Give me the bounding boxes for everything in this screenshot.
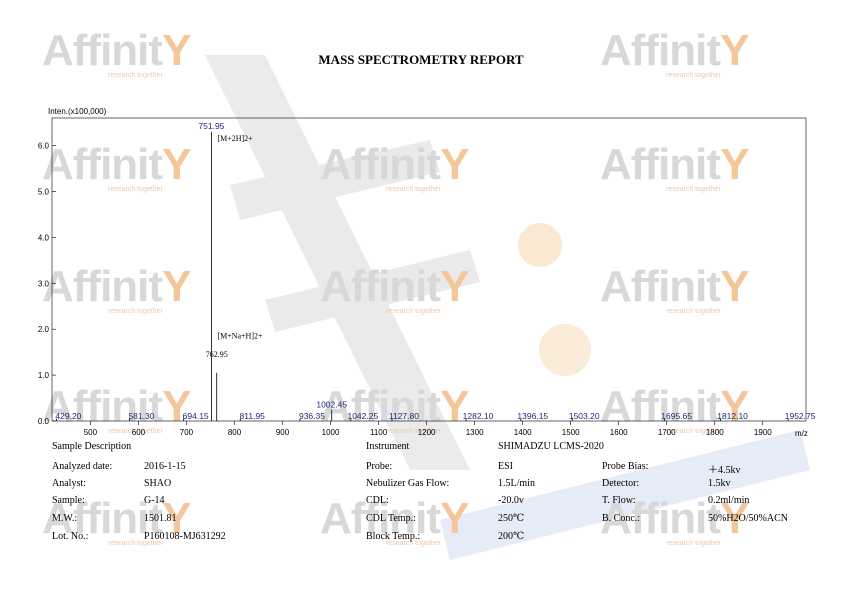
report-title: MASS SPECTROMETRY REPORT bbox=[318, 52, 524, 67]
x-tick-label: 1500 bbox=[562, 428, 580, 437]
peak-labels-group: 429.20 581.30 694.15 751.95 762.95 811.95 936.… bbox=[55, 121, 815, 421]
y-tick-label: 3.0 bbox=[38, 279, 50, 288]
peaks-group bbox=[56, 131, 789, 421]
info-label: Nebulizer Gas Flow: bbox=[366, 478, 450, 489]
info-label: B. Conc.: bbox=[602, 513, 641, 524]
x-tick-label: 1400 bbox=[514, 428, 532, 437]
info-label: CDL Temp.: bbox=[366, 513, 416, 524]
y-tick-label: 0.0 bbox=[38, 417, 50, 426]
info-value: 0.2ml/min bbox=[708, 495, 750, 506]
info-value: ESI bbox=[498, 461, 513, 472]
info-value: SHAO bbox=[144, 478, 172, 489]
peak-label: 811.95 bbox=[240, 411, 266, 421]
info-value: 200℃ bbox=[498, 531, 525, 542]
x-axis-label: m/z bbox=[795, 429, 808, 438]
x-tick-label: 800 bbox=[228, 428, 242, 437]
info-value: -20.0v bbox=[498, 495, 524, 506]
y-tick-label: 5.0 bbox=[38, 187, 50, 196]
info-value: 1.5kv bbox=[708, 478, 731, 489]
x-tick-label: 1900 bbox=[754, 428, 772, 437]
x-axis: 500 600 700 800 900 1000 1100 1200 1300 1400 1500 1… bbox=[84, 421, 772, 437]
peak-label: 1127.80 bbox=[389, 411, 419, 421]
info-label: CDL: bbox=[366, 495, 389, 506]
peak-label: 1042.25 bbox=[347, 411, 378, 421]
peak-label: 429.20 bbox=[55, 411, 81, 421]
instrument-value: SHIMADZU LCMS-2020 bbox=[498, 441, 604, 452]
x-tick-label: 500 bbox=[84, 428, 98, 437]
x-tick-label: 1000 bbox=[322, 428, 340, 437]
x-tick-label: 700 bbox=[180, 428, 194, 437]
peak-label: 1503.20 bbox=[569, 411, 600, 421]
info-value: P160108-MJ631292 bbox=[144, 531, 226, 542]
y-tick-label: 2.0 bbox=[38, 325, 50, 334]
info-label: Analyzed date: bbox=[52, 461, 113, 472]
instrument-label: Instrument bbox=[366, 441, 410, 452]
info-value: 50%H2O/50%ACN bbox=[708, 513, 788, 524]
plot-frame bbox=[51, 117, 807, 422]
y-tick-label: 6.0 bbox=[38, 142, 50, 151]
peak-label: 1695.65 bbox=[661, 411, 692, 421]
info-label: Lot. No.: bbox=[52, 531, 89, 542]
info-value: 2016-1-15 bbox=[144, 461, 186, 472]
peak-label: 1396.15 bbox=[517, 411, 548, 421]
annotations-group: [M+2H]2+ [M+Na+H]2+ bbox=[217, 134, 263, 340]
ion-annotation: [M+2H]2+ bbox=[217, 134, 253, 143]
info-value: 250℃ bbox=[498, 513, 525, 524]
y-axis-label: Inten.(x100,000) bbox=[48, 107, 107, 116]
info-value: 1501.81 bbox=[144, 513, 177, 524]
info-label: Probe: bbox=[366, 461, 393, 472]
mass-spectrum-chart: Inten.(x100,000) m/z 0.0 1.0 2.0 3.0 4.0 5.0 6… bbox=[38, 107, 816, 438]
info-label: T. Flow: bbox=[602, 495, 636, 506]
sample-description-heading: Sample Description bbox=[52, 441, 132, 452]
peak-label: 1002.45 bbox=[316, 400, 347, 410]
info-label: M.W.: bbox=[52, 513, 78, 524]
x-tick-label: 900 bbox=[276, 428, 290, 437]
peak-label: 762.95 bbox=[206, 350, 228, 359]
y-axis: 0.0 1.0 2.0 3.0 4.0 5.0 6.0 bbox=[38, 142, 56, 426]
x-tick-label: 1100 bbox=[370, 428, 388, 437]
y-tick-label: 4.0 bbox=[38, 233, 50, 242]
x-tick-label: 1300 bbox=[466, 428, 484, 437]
info-label: Probe Bias: bbox=[602, 461, 649, 472]
x-tick-label: 600 bbox=[132, 428, 146, 437]
info-value: 1.5L/min bbox=[498, 478, 535, 489]
info-label: Sample: bbox=[52, 495, 85, 506]
info-label: Analyst: bbox=[52, 478, 86, 489]
ion-annotation: [M+Na+H]2+ bbox=[217, 331, 263, 340]
peak-label: 1282.10 bbox=[463, 411, 494, 421]
info-label: Detector: bbox=[602, 478, 640, 489]
peak-label: 936.35 bbox=[299, 411, 325, 421]
x-tick-label: 1700 bbox=[658, 428, 676, 437]
y-tick-label: 1.0 bbox=[38, 371, 50, 380]
peak-label: 751.95 bbox=[198, 121, 224, 131]
x-tick-label: 1200 bbox=[418, 428, 436, 437]
peak-label: 581.30 bbox=[128, 411, 154, 421]
peak-label: 694.15 bbox=[183, 411, 209, 421]
peak-label: 1952.75 bbox=[785, 411, 816, 421]
info-label: Block Temp.: bbox=[366, 531, 421, 542]
info-value: ＋4.5kv bbox=[708, 465, 741, 476]
info-value: G-14 bbox=[144, 495, 165, 506]
peak-label: 1812.10 bbox=[717, 411, 748, 421]
x-tick-label: 1800 bbox=[706, 428, 724, 437]
x-tick-label: 1600 bbox=[610, 428, 628, 437]
